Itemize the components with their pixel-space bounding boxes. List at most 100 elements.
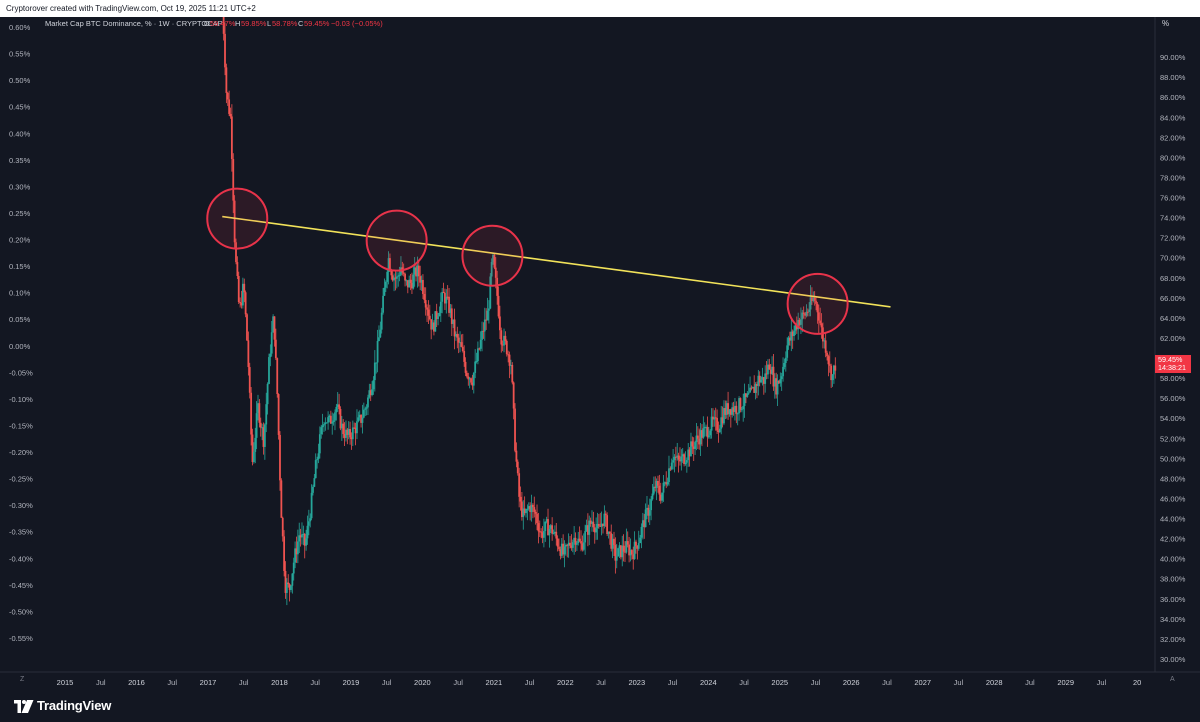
time-axis[interactable]: 2015 Jul 2016 Jul 2017 Jul 2018 Jul 2019 Jul 2020 J… (0, 671, 1200, 687)
trendline-layer[interactable] (222, 215, 891, 308)
candle-body (494, 267, 497, 278)
right-axis-tick-label: 70.00% (1160, 254, 1186, 263)
candle-body (398, 274, 401, 276)
right-axis-tick-label: 68.00% (1160, 274, 1186, 283)
candle-body (481, 330, 483, 340)
candle-body (765, 373, 768, 375)
corner-z-label[interactable]: Z (20, 676, 25, 683)
candle-body (380, 312, 383, 330)
candle-body (815, 300, 817, 304)
candle-body (529, 506, 532, 513)
candle-body (772, 366, 775, 387)
candle-body (615, 556, 618, 561)
candle-body (336, 404, 339, 407)
candle-body (541, 532, 544, 538)
candle-body (827, 356, 830, 365)
left-axis-tick-label: 0.55% (9, 50, 31, 59)
candle-body (316, 459, 318, 461)
candle-body (325, 422, 328, 424)
candle-body (456, 334, 459, 338)
time-axis-tick-label: Jul (453, 678, 463, 687)
right-axis-tick-label: 86.00% (1160, 93, 1186, 102)
left-axis-tick-label: -0.05% (9, 368, 33, 377)
right-axis-unit[interactable]: % (1162, 19, 1169, 28)
highlight-circle[interactable] (365, 209, 428, 272)
candle-body (560, 543, 563, 556)
candle-body (244, 292, 247, 315)
candle-body (266, 383, 269, 405)
candle-body (570, 545, 573, 548)
candle-body (474, 361, 477, 373)
candle-body (596, 523, 599, 529)
candle-body (555, 531, 558, 539)
price-tag-countdown: 14:38:21 (1158, 363, 1186, 372)
candle-body (746, 393, 749, 397)
candle-body (252, 451, 255, 462)
candle-body (441, 291, 444, 302)
candle-body (235, 242, 237, 263)
time-axis-tick-label: Jul (525, 678, 535, 687)
time-axis-tick-label: Jul (382, 678, 392, 687)
candle-body (342, 423, 345, 435)
candle-body (369, 390, 372, 396)
candle-body (499, 316, 501, 331)
candle-body (296, 541, 299, 555)
corner-a-label[interactable]: A (1170, 676, 1175, 683)
chart-area[interactable]: 0.60% 0.55% 0.50% 0.45% 0.40% 0.35% 0.30% 0.25%… (0, 0, 1200, 689)
left-axis-tick-label: 0.35% (9, 156, 31, 165)
highlight-circle[interactable] (206, 187, 269, 250)
candle-body (577, 538, 580, 544)
candle-body (237, 276, 240, 303)
candle-body (241, 283, 244, 306)
candle-body (397, 275, 400, 277)
right-axis-tick-label: 74.00% (1160, 214, 1186, 223)
candlestick-chart[interactable]: 0.60% 0.55% 0.50% 0.45% 0.40% 0.35% 0.30% 0.25%… (0, 0, 1200, 689)
highlight-circle[interactable] (786, 272, 849, 335)
candle-body (236, 262, 239, 277)
candle-body (834, 365, 837, 371)
candle-body (608, 531, 611, 534)
candle-body (670, 462, 673, 470)
candle-body (479, 339, 482, 349)
candle-body (789, 337, 791, 341)
candle-body (672, 460, 674, 463)
candle-body (525, 508, 527, 514)
candle-body (356, 421, 358, 434)
resistance-trendline[interactable] (222, 215, 891, 308)
legend-o-label: O (204, 19, 210, 28)
candle-body (526, 508, 529, 510)
candle-body (321, 425, 324, 428)
candle-body (262, 427, 265, 447)
right-axis-tick-label: 46.00% (1160, 494, 1186, 503)
right-axis-tick-label: 58.00% (1160, 374, 1186, 383)
candle-body (743, 393, 746, 406)
candle-body (455, 334, 457, 337)
candle-body (515, 450, 518, 462)
right-axis[interactable]: 90.00% 88.00% 86.00% 84.00% 82.00% 80.00% 78.0… (1154, 17, 1186, 672)
annotation-circles[interactable] (206, 187, 849, 335)
candle-body (688, 449, 691, 457)
candle-body (551, 525, 554, 534)
candle-body (497, 295, 500, 317)
candle-body (313, 478, 316, 487)
candle-body (508, 354, 511, 366)
candle-body (258, 403, 261, 423)
candle-body (776, 380, 779, 395)
candle-body (804, 313, 806, 316)
candle-body (823, 340, 826, 342)
candle-body (345, 429, 347, 438)
candle-body (232, 158, 235, 201)
candle-body (283, 536, 286, 571)
candle-body (272, 316, 275, 333)
left-axis-tick-label: -0.50% (9, 607, 33, 616)
candle-body (324, 422, 327, 425)
candle-body (228, 99, 231, 114)
candle-body (800, 319, 802, 325)
candle-body (444, 292, 446, 304)
candle-body (573, 537, 576, 543)
candle-body (435, 311, 438, 320)
candle-body (738, 398, 740, 414)
highlight-circle[interactable] (461, 224, 524, 287)
candle-body (246, 314, 248, 341)
candle-body (312, 486, 314, 493)
